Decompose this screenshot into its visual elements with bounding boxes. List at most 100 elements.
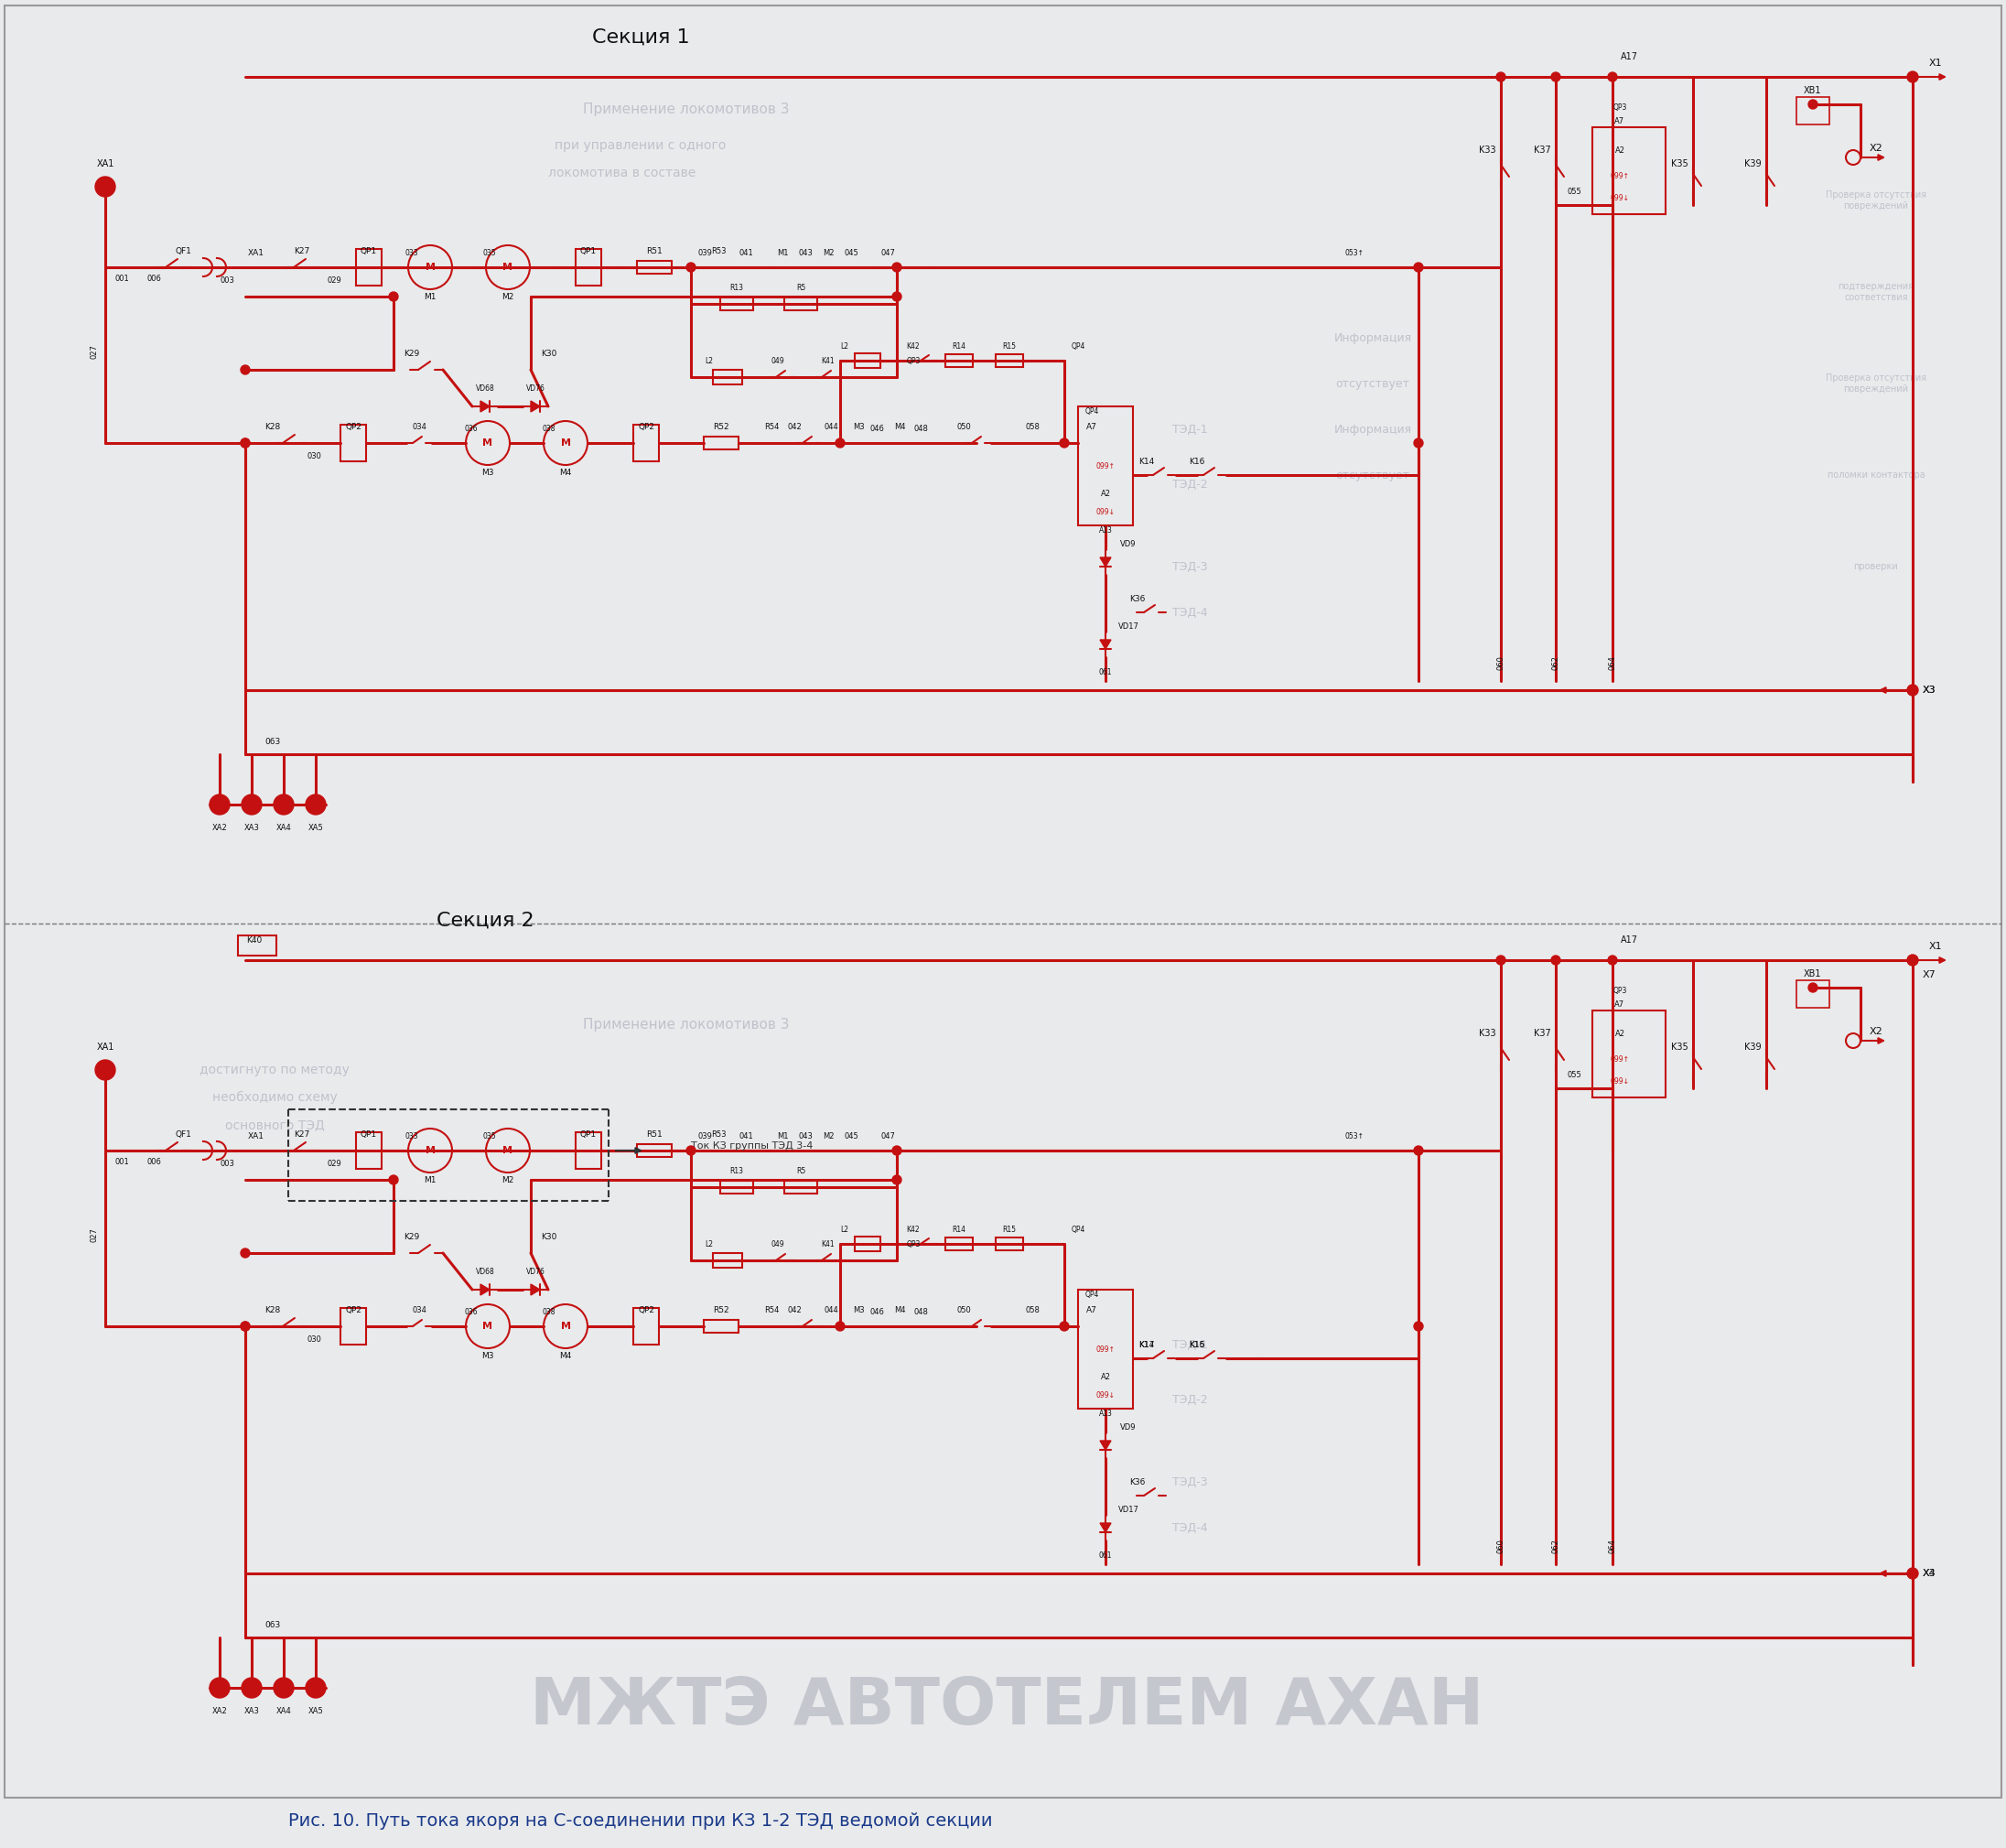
Text: M1: M1 [776,248,788,257]
Text: L2: L2 [706,1240,714,1247]
Circle shape [241,1678,261,1698]
Circle shape [893,1175,901,1185]
Text: Информация: Информация [1334,333,1412,344]
Circle shape [1414,262,1422,272]
Circle shape [1609,955,1617,965]
Circle shape [837,438,845,447]
Text: 055: 055 [1567,1070,1581,1079]
Circle shape [893,262,901,272]
Text: 049: 049 [770,1240,784,1247]
Bar [341,425,365,462]
Text: Информация: Информация [1334,423,1412,436]
Text: Проверка отсутствия
повреждений: Проверка отсутствия повреждений [1825,190,1926,211]
Text: 042: 042 [786,1307,802,1314]
Circle shape [1496,72,1504,81]
Text: K15: K15 [1190,1340,1206,1349]
Text: 058: 058 [1025,423,1039,431]
Text: ТЭД-2: ТЭД-2 [1172,1393,1208,1406]
Text: K33: K33 [1478,146,1496,155]
Text: 006: 006 [146,274,160,283]
Text: XA1: XA1 [249,1131,265,1140]
Text: 042: 042 [786,423,802,431]
Text: 064: 064 [1609,1539,1617,1552]
Circle shape [241,366,251,375]
Text: 038: 038 [542,425,556,432]
Text: 044: 044 [824,1307,839,1314]
Text: 033: 033 [405,248,419,257]
Bar [1797,979,1829,1007]
Text: A7: A7 [1615,1000,1625,1009]
Polygon shape [532,1284,540,1295]
Text: QP1: QP1 [580,1129,596,1138]
Circle shape [893,1146,901,1155]
Bar [576,249,602,286]
Text: X2: X2 [1870,144,1884,153]
Circle shape [1496,955,1504,965]
Circle shape [1414,438,1422,447]
Text: 099↑: 099↑ [1611,1055,1629,1063]
Text: 053↑: 053↑ [1344,248,1364,257]
Text: 099↓: 099↓ [1611,194,1629,201]
Bar [1077,1290,1133,1408]
Text: XA1: XA1 [96,159,114,168]
Text: 034: 034 [411,1307,427,1314]
Bar [720,1181,752,1194]
Text: M: M [425,1146,435,1155]
Polygon shape [1099,639,1111,649]
Text: 099↓: 099↓ [1611,1077,1629,1085]
Circle shape [209,795,231,815]
Text: Применение локомотивов 3: Применение локомотивов 3 [584,102,790,116]
Text: R51: R51 [646,1129,662,1138]
Circle shape [1807,100,1817,109]
Circle shape [94,177,114,196]
Text: XA3: XA3 [245,824,259,832]
Text: QP3: QP3 [1613,103,1627,111]
Circle shape [241,438,251,447]
Text: K17: K17 [1139,1340,1155,1349]
Text: R51: R51 [646,246,662,255]
Text: 036: 036 [465,1308,477,1316]
Text: A7: A7 [1087,1307,1097,1314]
Text: 099↓: 099↓ [1095,508,1115,516]
Text: M: M [560,438,570,447]
Circle shape [1551,955,1561,965]
Bar [712,1253,742,1268]
Text: QP4: QP4 [1085,407,1099,416]
Text: X2: X2 [1870,1027,1884,1037]
Text: A2: A2 [1615,146,1625,153]
Text: QF1: QF1 [175,1129,191,1138]
Text: QF1: QF1 [175,246,191,255]
Bar [712,370,742,384]
Text: 030: 030 [307,1334,321,1343]
Text: 063: 063 [265,1621,281,1628]
Text: 053↑: 053↑ [1344,1131,1364,1140]
Text: VD17: VD17 [1117,1506,1139,1514]
Text: K33: K33 [1478,1029,1496,1039]
Circle shape [241,795,261,815]
Circle shape [837,1321,845,1331]
Text: X3: X3 [1922,686,1936,695]
Text: XB1: XB1 [1803,970,1821,978]
Text: VD76: VD76 [526,384,546,392]
Polygon shape [1099,1441,1111,1451]
Text: R54: R54 [764,423,778,431]
Text: ТЭД-2: ТЭД-2 [1172,479,1208,490]
Bar [239,935,277,955]
Text: QP1: QP1 [580,246,596,255]
Text: R53: R53 [710,1129,726,1138]
Text: 061: 061 [1099,667,1111,676]
Text: VD9: VD9 [1121,1423,1135,1430]
Text: 058: 058 [1025,1307,1039,1314]
Text: K28: K28 [265,423,281,431]
Text: 029: 029 [327,1159,341,1168]
Text: QP2: QP2 [638,423,654,431]
Circle shape [273,795,293,815]
Text: 099↓: 099↓ [1095,1392,1115,1399]
Bar [355,249,381,286]
Bar [634,1308,658,1345]
Bar [720,298,752,310]
Text: 034: 034 [411,423,427,431]
Text: МЖТЭ АВТОТЕЛЕМ АХАН: МЖТЭ АВТОТЕЛЕМ АХАН [530,1674,1484,1737]
Text: QP4: QP4 [1085,1290,1099,1299]
Bar [855,353,881,368]
